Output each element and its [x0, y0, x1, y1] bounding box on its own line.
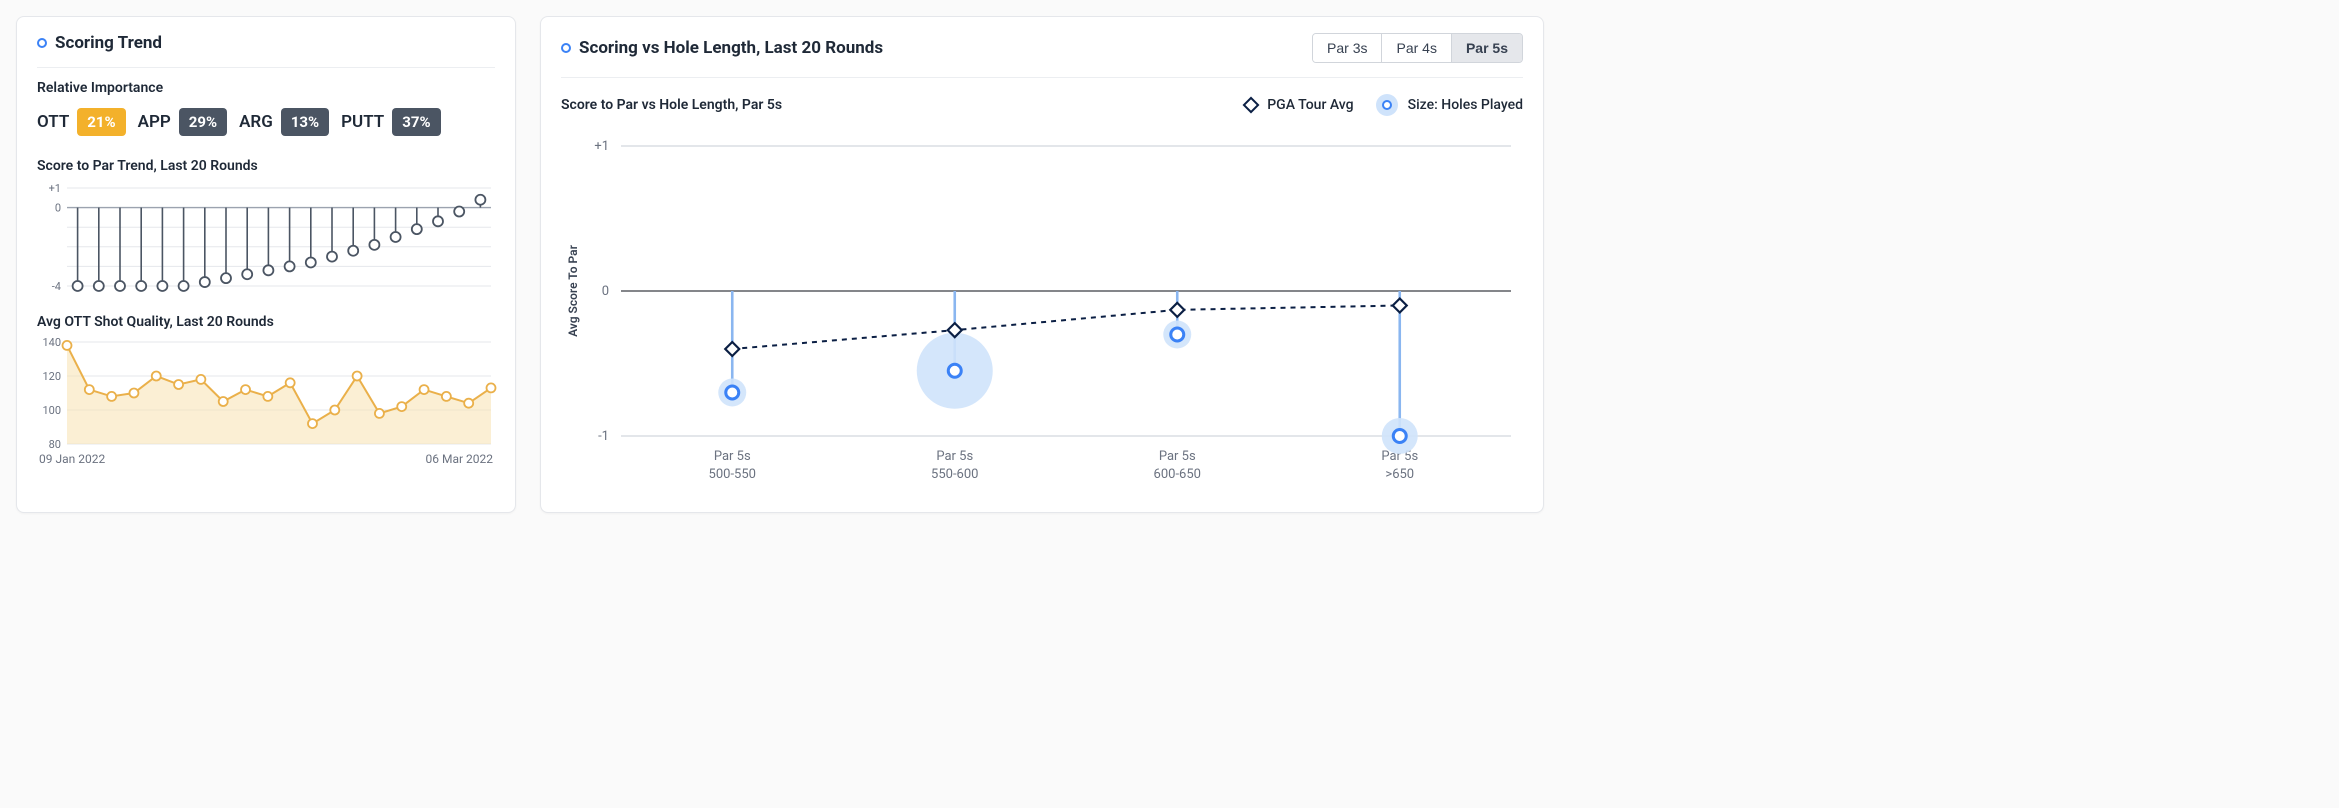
tab-par-4s[interactable]: Par 4s	[1381, 34, 1450, 62]
chart-subtitle: Score to Par vs Hole Length, Par 5s	[561, 97, 782, 113]
svg-text:0: 0	[55, 202, 61, 215]
importance-badge: 21%	[77, 108, 125, 136]
card-title-text: Scoring vs Hole Length, Last 20 Rounds	[579, 38, 883, 58]
svg-text:0: 0	[602, 284, 609, 299]
svg-text:+1: +1	[49, 182, 61, 195]
score-trend-chart: +1 0 -4	[37, 182, 497, 292]
importance-label: PUTT	[341, 112, 384, 132]
importance-badge: 29%	[179, 108, 227, 136]
tab-par-5s[interactable]: Par 5s	[1451, 34, 1522, 62]
diamond-icon	[1243, 97, 1260, 114]
ring-icon	[1376, 94, 1398, 116]
importance-item: ARG 13%	[239, 108, 329, 136]
legend-pga-label: PGA Tour Avg	[1267, 97, 1353, 113]
score-vs-length-chart: Avg Score To Par +1 0 -1 Par 5s 500-550 Par 5s…	[561, 116, 1521, 496]
tab-par-3s[interactable]: Par 3s	[1313, 34, 1381, 62]
importance-item: PUTT 37%	[341, 108, 440, 136]
legend-size-label: Size: Holes Played	[1408, 97, 1523, 113]
card-title: Scoring Trend	[37, 33, 495, 53]
importance-item: OTT 21%	[37, 108, 126, 136]
importance-item: APP 29%	[138, 108, 227, 136]
ott-chart-title: Avg OTT Shot Quality, Last 20 Rounds	[37, 314, 495, 330]
par-segmented-control: Par 3sPar 4sPar 5s	[1312, 33, 1523, 63]
svg-text:80: 80	[49, 438, 61, 448]
bullet-icon	[561, 43, 571, 53]
svg-text:100: 100	[42, 404, 61, 417]
importance-row: OTT 21% APP 29% ARG 13% PUTT 37%	[37, 108, 495, 136]
svg-text:Avg Score To Par: Avg Score To Par	[566, 244, 580, 337]
svg-text:500-550: 500-550	[709, 467, 756, 482]
date-axis: 09 Jan 2022 06 Mar 2022	[37, 452, 495, 466]
svg-text:120: 120	[42, 370, 61, 383]
chart-legend: PGA Tour Avg Size: Holes Played	[1245, 94, 1523, 116]
date-end: 06 Mar 2022	[426, 452, 494, 466]
svg-text:600-650: 600-650	[1154, 467, 1201, 482]
legend-size: Size: Holes Played	[1376, 94, 1523, 116]
bullet-icon	[37, 38, 47, 48]
svg-text:Par 5s: Par 5s	[1159, 449, 1196, 464]
svg-text:-4: -4	[52, 280, 61, 292]
trend-chart-title: Score to Par Trend, Last 20 Rounds	[37, 158, 495, 174]
svg-text:+1: +1	[594, 139, 609, 154]
ott-quality-chart: 80 100 120 140	[37, 338, 497, 448]
legend-pga: PGA Tour Avg	[1245, 97, 1353, 113]
svg-text:140: 140	[42, 338, 61, 349]
importance-label: OTT	[37, 112, 69, 132]
importance-heading: Relative Importance	[37, 80, 495, 96]
card-title-text: Scoring Trend	[55, 33, 162, 53]
divider	[37, 67, 495, 68]
scoring-vs-length-card: Scoring vs Hole Length, Last 20 Rounds P…	[540, 16, 1544, 513]
svg-text:550-600: 550-600	[931, 467, 978, 482]
svg-text:>650: >650	[1385, 467, 1414, 482]
importance-label: APP	[138, 112, 171, 132]
card-title: Scoring vs Hole Length, Last 20 Rounds	[561, 38, 883, 58]
date-start: 09 Jan 2022	[39, 452, 105, 466]
importance-label: ARG	[239, 112, 273, 132]
svg-text:Par 5s: Par 5s	[714, 449, 751, 464]
divider	[561, 77, 1523, 78]
importance-badge: 37%	[392, 108, 440, 136]
importance-badge: 13%	[281, 108, 329, 136]
svg-text:Par 5s: Par 5s	[936, 449, 973, 464]
svg-text:-1: -1	[598, 429, 609, 444]
scoring-trend-card: Scoring Trend Relative Importance OTT 21%…	[16, 16, 516, 513]
